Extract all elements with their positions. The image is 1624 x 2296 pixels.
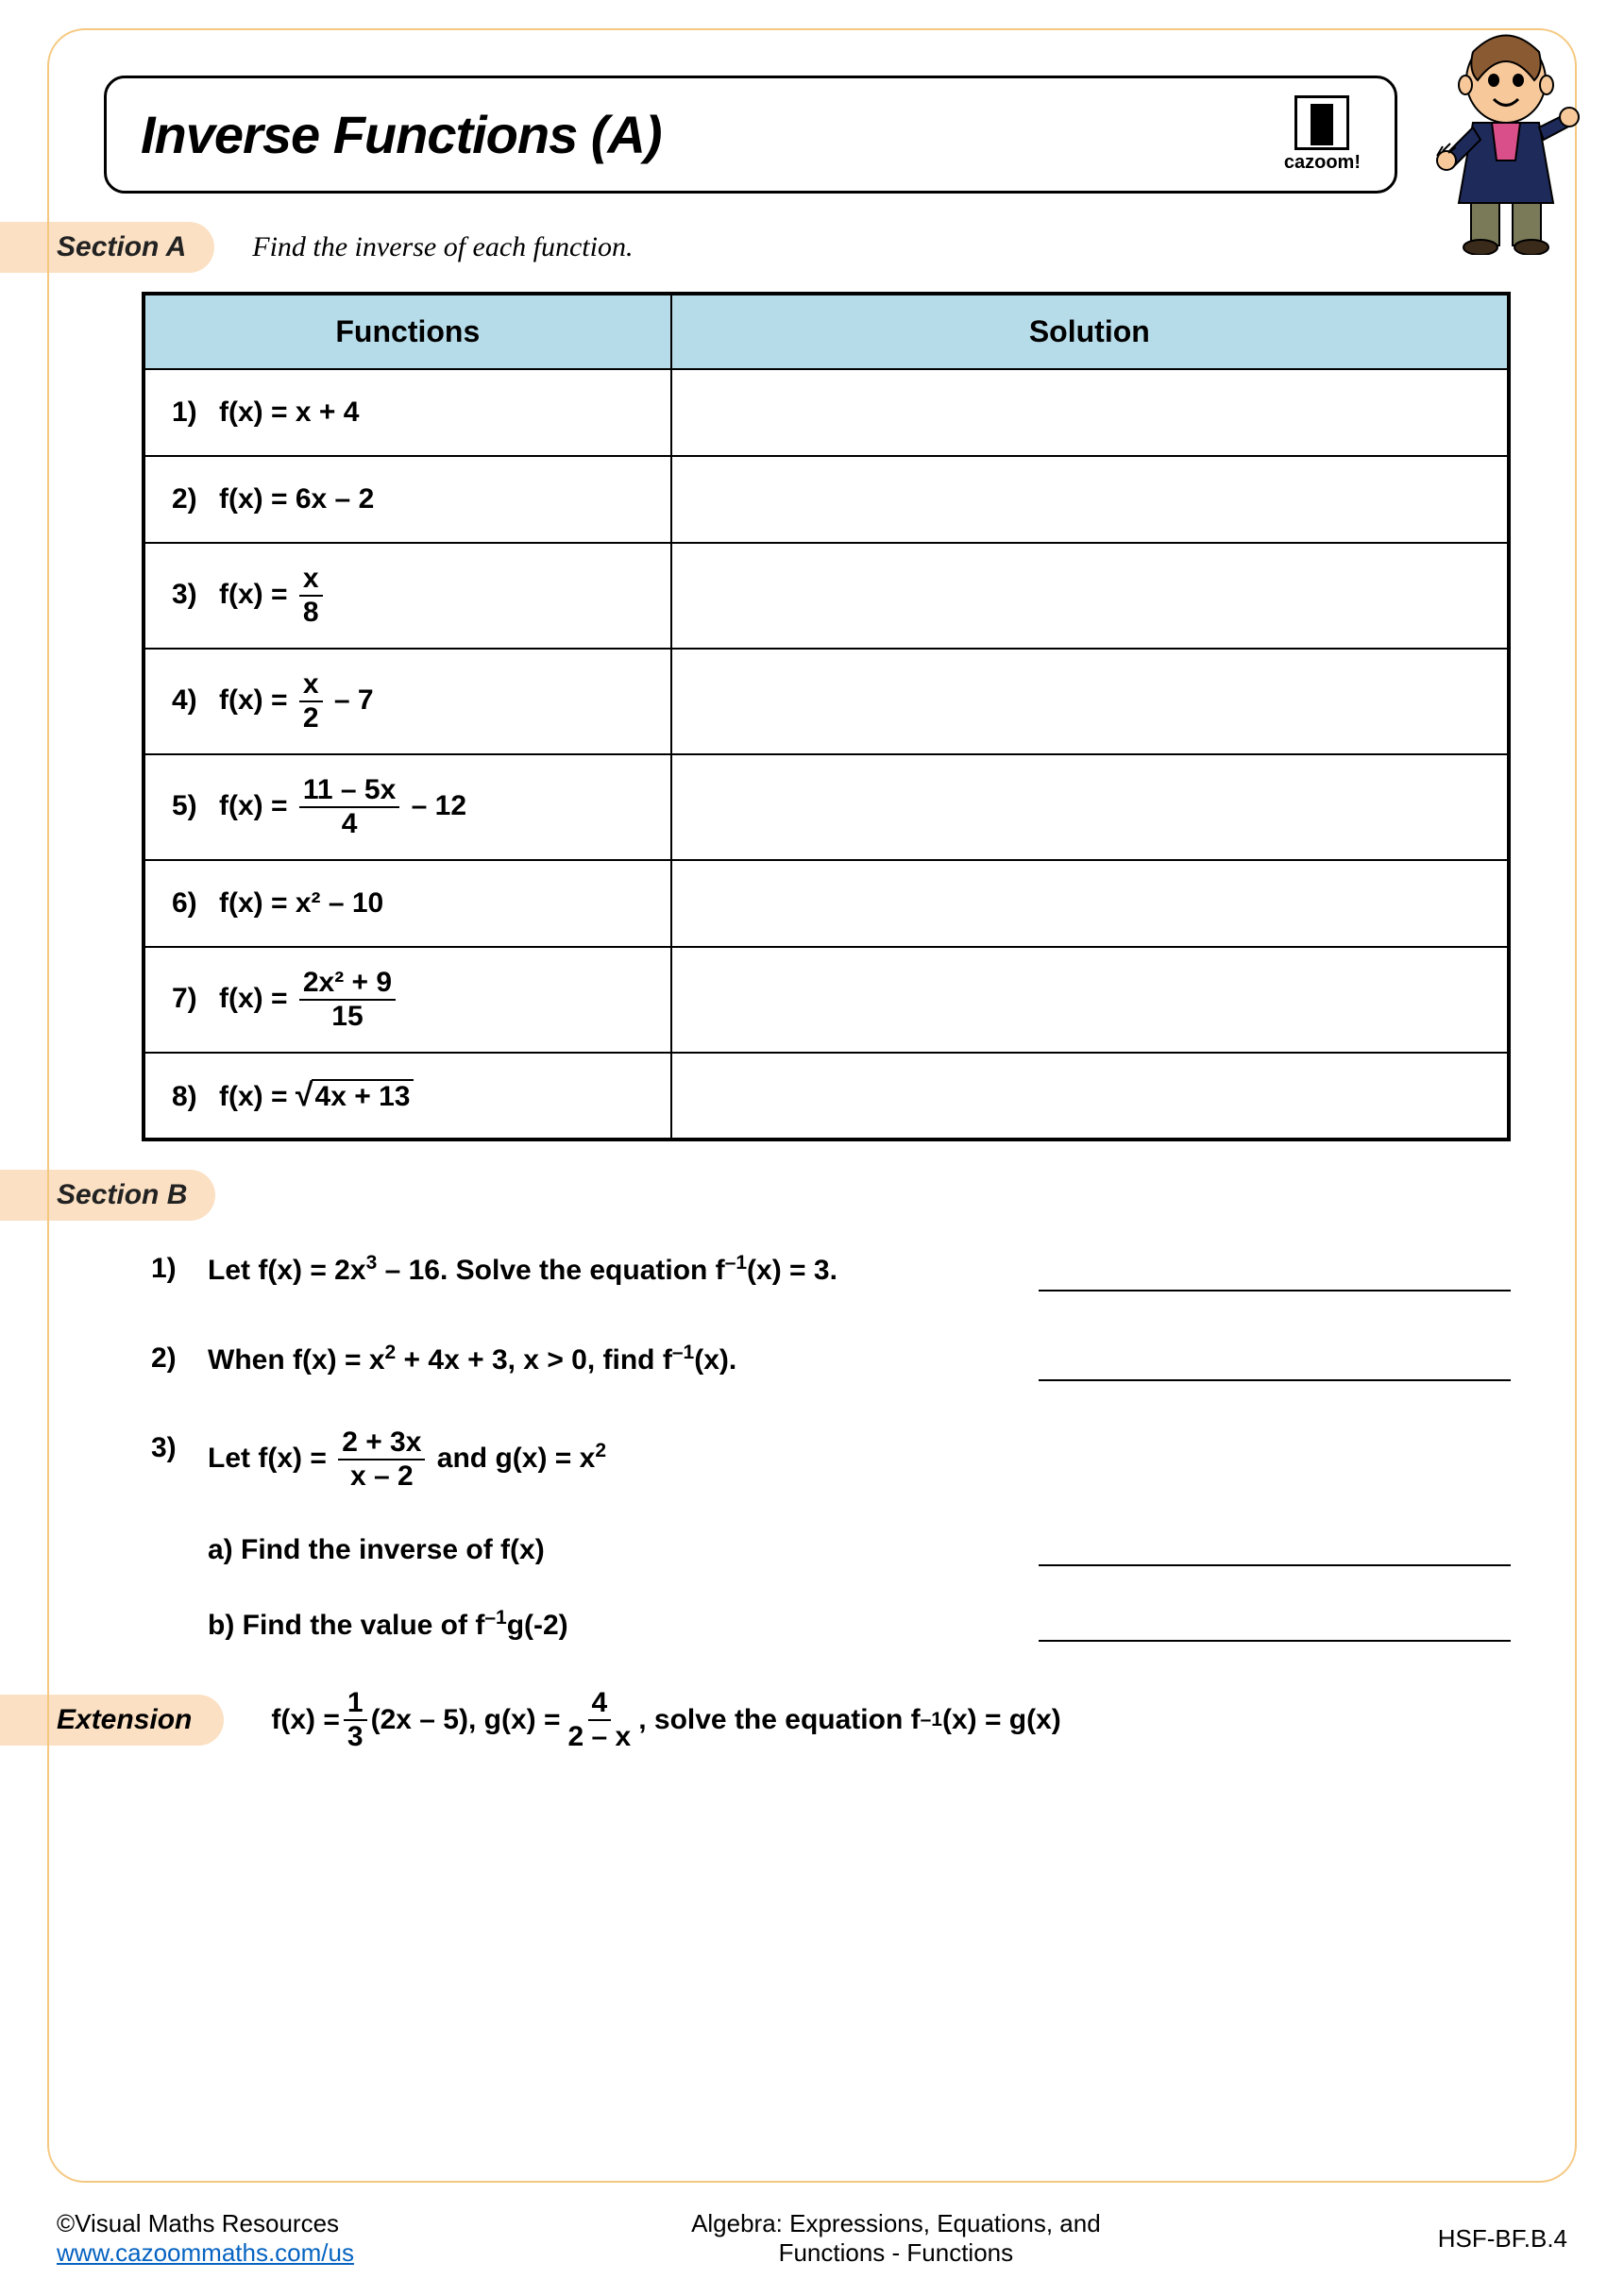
- footer-left: ©Visual Maths Resources www.cazoommaths.…: [57, 2209, 354, 2268]
- worksheet-page: Inverse Functions (A) cazoom! Section A …: [0, 0, 1624, 2296]
- functions-table: Functions Solution 1)f(x) = x + 42)f(x) …: [142, 292, 1511, 1141]
- solution-cell[interactable]: [671, 456, 1509, 543]
- fraction: x2: [299, 670, 323, 733]
- function-cell: 1)f(x) = x + 4: [144, 369, 671, 456]
- fraction: 2 + 3x x – 2: [338, 1428, 425, 1491]
- function-cell: 8)f(x) = √4x + 13: [144, 1053, 671, 1140]
- solution-cell[interactable]: [671, 754, 1509, 860]
- section-b-list: 1) Let f(x) = 2x3 – 16. Solve the equati…: [151, 1249, 1567, 1642]
- footer-link[interactable]: www.cazoommaths.com/us: [57, 2238, 354, 2267]
- table-row: 8)f(x) = √4x + 13: [144, 1053, 1509, 1140]
- table-row: 4)f(x) = x2 – 7: [144, 649, 1509, 754]
- qnum: 2): [172, 483, 219, 515]
- solution-cell[interactable]: [671, 1053, 1509, 1140]
- table-row: 2)f(x) = 6x – 2: [144, 456, 1509, 543]
- fraction: 1 3: [344, 1689, 367, 1751]
- question-b3: 3) Let f(x) = 2 + 3x x – 2 and g(x) = x2…: [151, 1428, 1567, 1642]
- solution-cell[interactable]: [671, 947, 1509, 1053]
- qnum: 1): [151, 1249, 208, 1285]
- answer-line[interactable]: [1039, 1528, 1511, 1566]
- answer-line[interactable]: [1039, 1343, 1511, 1381]
- copyright: ©Visual Maths Resources: [57, 2209, 354, 2238]
- worksheet-title: Inverse Functions (A): [141, 104, 662, 165]
- qtext: Let f(x) = 2 + 3x x – 2 and g(x) = x2: [208, 1428, 1567, 1491]
- section-a-instruction: Find the inverse of each function.: [252, 231, 633, 263]
- col-header-functions: Functions: [144, 294, 671, 369]
- qnum: 2): [151, 1339, 208, 1375]
- function-cell: 5)f(x) = 11 – 5x4 – 12: [144, 754, 671, 860]
- table-row: 6)f(x) = x² – 10: [144, 860, 1509, 947]
- extension-row: Extension f(x) = 1 3 (2x – 5), g(x) = 4 …: [57, 1689, 1567, 1751]
- brand-name: cazoom!: [1284, 152, 1361, 174]
- extension-badge: Extension: [0, 1695, 224, 1746]
- question-b1: 1) Let f(x) = 2x3 – 16. Solve the equati…: [151, 1249, 1567, 1292]
- function-cell: 2)f(x) = 6x – 2: [144, 456, 671, 543]
- function-cell: 3)f(x) = x8: [144, 543, 671, 649]
- fraction: 2x² + 915: [299, 969, 396, 1031]
- function-cell: 4)f(x) = x2 – 7: [144, 649, 671, 754]
- qnum: 8): [172, 1081, 219, 1113]
- qnum: 3): [151, 1428, 208, 1491]
- fraction: 11 – 5x4: [299, 776, 399, 838]
- qnum: 5): [172, 790, 219, 822]
- question-b2: 2) When f(x) = x2 + 4x + 3, x > 0, find …: [151, 1339, 1567, 1381]
- qtext: When f(x) = x2 + 4x + 3, x > 0, find f–1…: [208, 1339, 1039, 1381]
- footer-standard: HSF-BF.B.4: [1438, 2224, 1567, 2254]
- solution-cell[interactable]: [671, 543, 1509, 649]
- section-b-badge: Section B: [0, 1170, 215, 1221]
- function-cell: 7)f(x) = 2x² + 915: [144, 947, 671, 1053]
- function-cell: 6)f(x) = x² – 10: [144, 860, 671, 947]
- solution-cell[interactable]: [671, 369, 1509, 456]
- solution-cell[interactable]: [671, 649, 1509, 754]
- table-row: 1)f(x) = x + 4: [144, 369, 1509, 456]
- section-b-header: Section B: [57, 1170, 1567, 1221]
- col-header-solution: Solution: [671, 294, 1509, 369]
- qnum: 4): [172, 684, 219, 717]
- section-a-header: Section A Find the inverse of each funct…: [57, 222, 1567, 273]
- logo-icon: [1294, 95, 1349, 150]
- qnum: 1): [172, 397, 219, 429]
- mascot-illustration: [1426, 28, 1586, 255]
- qtext: Let f(x) = 2x3 – 16. Solve the equation …: [208, 1249, 1039, 1292]
- qnum: 7): [172, 983, 219, 1015]
- qnum: 6): [172, 887, 219, 920]
- footer-center: Algebra: Expressions, Equations, and Fun…: [354, 2209, 1438, 2268]
- fraction: x8: [299, 565, 323, 627]
- extension-text: f(x) = 1 3 (2x – 5), g(x) = 4 2 – x , so…: [271, 1689, 1060, 1751]
- answer-line[interactable]: [1039, 1604, 1511, 1642]
- fraction: 4 2 – x: [564, 1689, 634, 1751]
- square-root: √4x + 13: [296, 1079, 414, 1113]
- table-row: 5)f(x) = 11 – 5x4 – 12: [144, 754, 1509, 860]
- answer-line[interactable]: [1039, 1254, 1511, 1292]
- sub-question-b: b) Find the value of f–1g(-2): [208, 1604, 1567, 1642]
- table-row: 7)f(x) = 2x² + 915: [144, 947, 1509, 1053]
- solution-cell[interactable]: [671, 860, 1509, 947]
- table-row: 3)f(x) = x8: [144, 543, 1509, 649]
- page-footer: ©Visual Maths Resources www.cazoommaths.…: [57, 2209, 1567, 2268]
- qnum: 3): [172, 579, 219, 611]
- sub-question-a: a) Find the inverse of f(x): [208, 1528, 1567, 1566]
- brand-logo: cazoom!: [1284, 95, 1361, 174]
- section-a-badge: Section A: [0, 222, 214, 273]
- title-box: Inverse Functions (A) cazoom!: [104, 76, 1397, 194]
